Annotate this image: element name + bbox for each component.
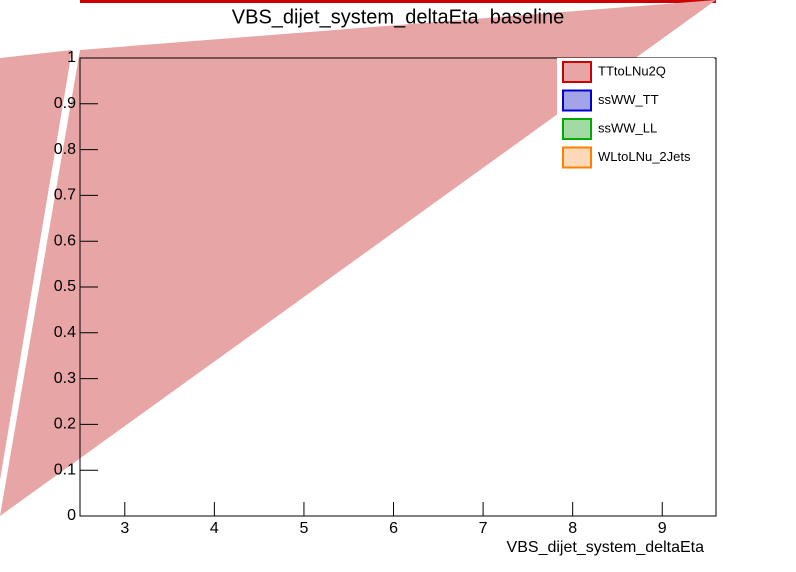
legend-swatch (562, 61, 592, 83)
artifact-fill (0, 50, 72, 480)
y-tick-label: 0.5 (54, 278, 76, 295)
y-tick-label: 0.8 (54, 141, 76, 158)
artifact-fill (0, 0, 716, 516)
legend-label: TTtoLNu2Q (598, 63, 666, 78)
x-tick-label: 5 (299, 520, 308, 537)
y-tick-label: 0.3 (54, 370, 76, 387)
chart-title: VBS_dijet_system_deltaEta baseline (232, 6, 564, 28)
legend-label: WLtoLNu_2Jets (598, 149, 691, 164)
x-axis-label: VBS_dijet_system_deltaEta (507, 539, 705, 556)
x-tick-label: 7 (479, 520, 488, 537)
y-tick-label: 0.4 (54, 324, 76, 341)
x-tick-label: 6 (389, 520, 398, 537)
y-tick-label: 1 (67, 49, 76, 66)
legend-swatch (562, 118, 592, 140)
artifact-strip (80, 0, 716, 3)
y-tick-label: 0.2 (54, 416, 76, 433)
y-tick-label: 0.6 (54, 232, 76, 249)
x-tick-label: 4 (210, 520, 219, 537)
y-tick-label: 0 (67, 507, 76, 524)
y-tick-label: 0.1 (54, 461, 76, 478)
y-tick-label: 0.7 (54, 187, 76, 204)
x-tick-label: 9 (658, 520, 667, 537)
legend-label: ssWW_LL (598, 120, 657, 135)
legend-swatch (562, 146, 592, 169)
legend-label: ssWW_TT (598, 92, 659, 107)
legend-swatch (562, 89, 592, 112)
x-tick-label: 3 (120, 520, 129, 537)
x-tick-label: 8 (568, 520, 577, 537)
y-tick-label: 0.9 (54, 95, 76, 112)
